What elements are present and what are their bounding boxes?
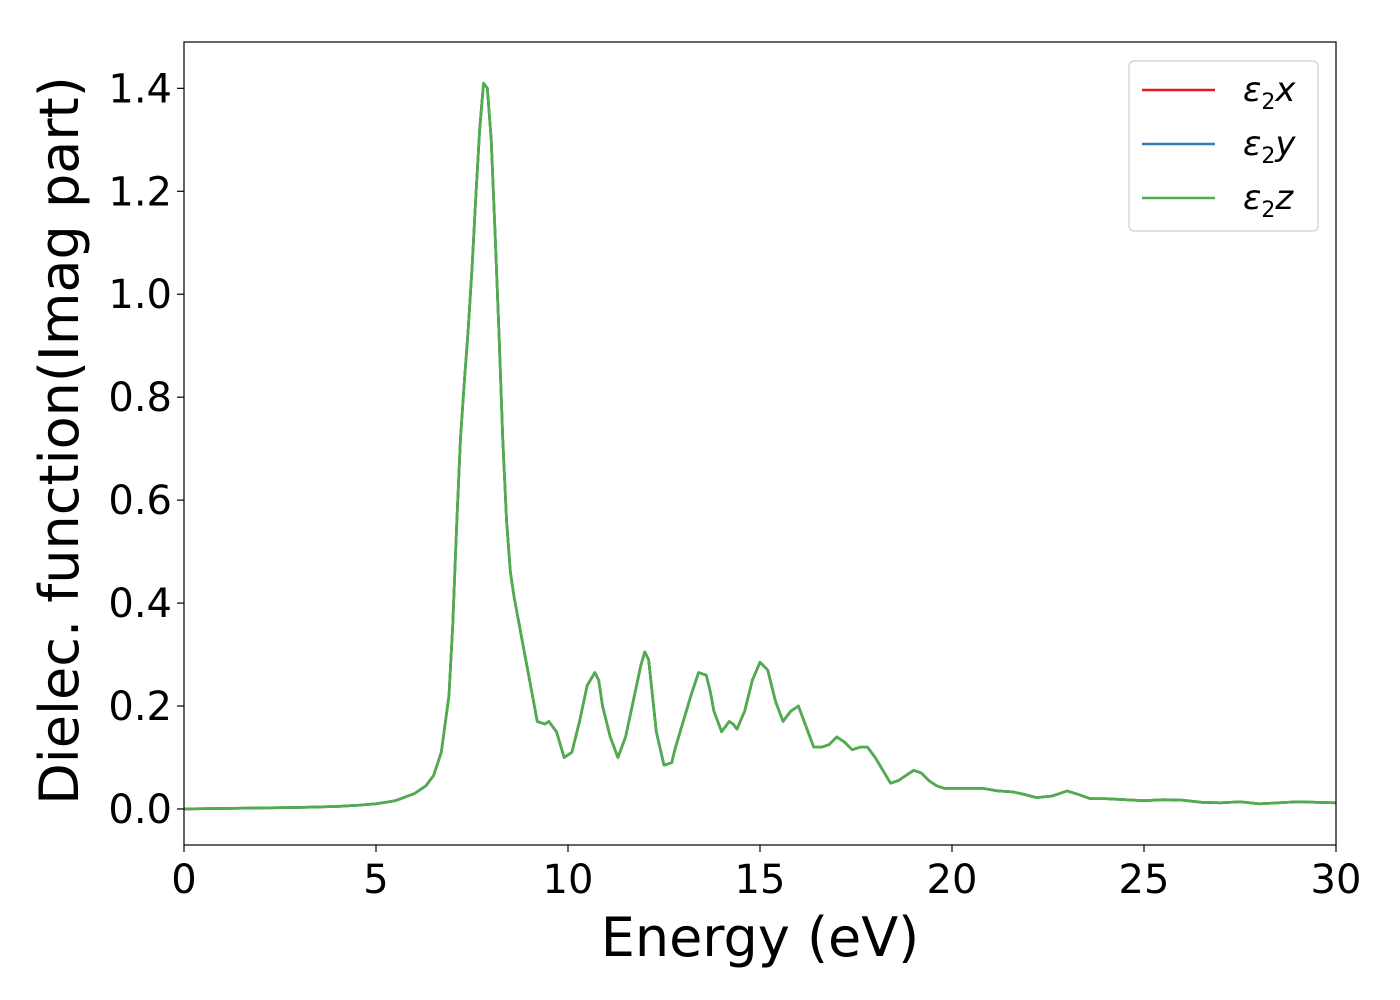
legend: ε2x ε2y ε2z [1128, 60, 1319, 232]
y-tick-label: 0.0 [108, 787, 172, 833]
legend-label-x: ε2x [1243, 70, 1296, 115]
y-axis-label: Dielec. function(Imag part) [28, 76, 91, 805]
legend-label-y: ε2y [1243, 124, 1296, 169]
x-axis-label: Energy (eV) [601, 906, 920, 969]
x-axis-ticks: 0 5 10 15 20 25 30 [171, 845, 1361, 903]
x-tick-label: 25 [1119, 857, 1170, 903]
y-tick-label: 0.8 [108, 375, 172, 421]
x-tick-label: 0 [171, 857, 196, 903]
y-tick-label: 1.4 [108, 66, 172, 112]
x-tick-label: 30 [1311, 857, 1362, 903]
x-tick-label: 10 [543, 857, 594, 903]
y-tick-label: 0.4 [108, 581, 172, 627]
y-tick-label: 0.6 [108, 478, 172, 524]
legend-label-z: ε2z [1243, 178, 1294, 223]
y-tick-label: 1.0 [108, 272, 172, 318]
y-tick-label: 0.2 [108, 684, 172, 730]
y-tick-label: 1.2 [108, 169, 172, 215]
legend-box [1128, 60, 1319, 232]
x-tick-label: 15 [735, 857, 786, 903]
x-tick-label: 20 [927, 857, 978, 903]
y-axis-ticks: 0.0 0.2 0.4 0.6 0.8 1.0 1.2 1.4 [108, 66, 184, 833]
plot-lines [183, 81, 1337, 811]
series-line-z [183, 81, 1337, 811]
x-tick-label: 5 [363, 857, 388, 903]
